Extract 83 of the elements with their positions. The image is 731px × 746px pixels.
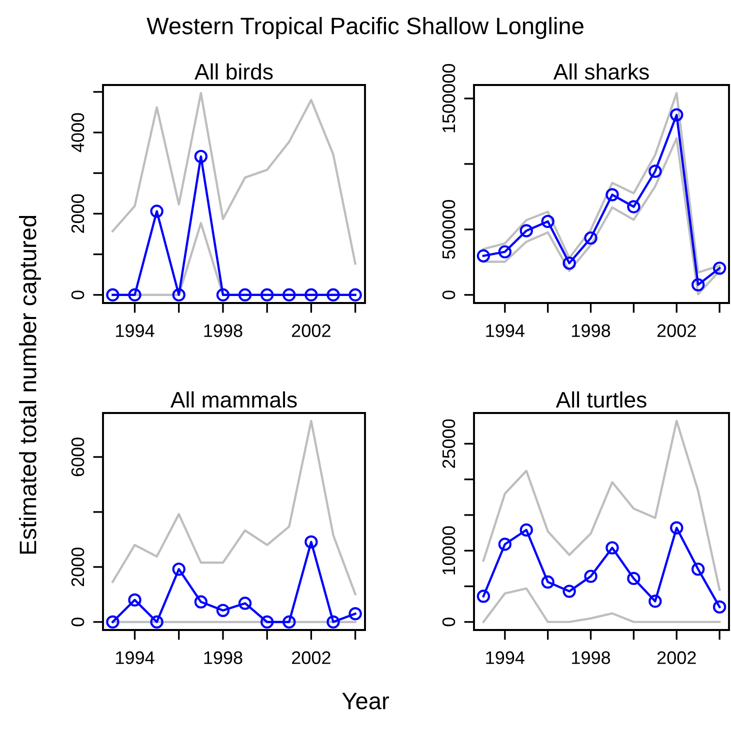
point — [282, 615, 296, 629]
text: Year — [342, 692, 389, 710]
y-tick-label: 25000 — [442, 419, 456, 468]
point — [627, 200, 640, 214]
point — [238, 288, 252, 302]
point — [106, 288, 120, 302]
point — [498, 245, 512, 258]
point — [606, 541, 619, 554]
point — [326, 288, 340, 302]
y-tick-label: 0 — [442, 618, 456, 626]
x-tick-label: 1998 — [204, 651, 242, 664]
line-series — [482, 420, 721, 591]
point — [282, 288, 296, 302]
point — [691, 278, 705, 292]
chart-title: All mammals — [170, 391, 297, 408]
line-series — [112, 92, 356, 265]
line-series — [482, 587, 721, 624]
x-tick-label: 1994 — [486, 324, 524, 338]
point — [520, 224, 533, 238]
x-tick-label: 2002 — [292, 324, 330, 338]
x-tick-label: 1998 — [204, 324, 242, 338]
point — [128, 593, 142, 607]
x-tick-label: 1998 — [572, 324, 610, 338]
point — [304, 288, 318, 302]
point — [216, 604, 230, 618]
point — [562, 584, 576, 598]
y-tick-label: 10000 — [442, 526, 456, 574]
x-tick-label: 2002 — [657, 324, 696, 338]
point — [348, 607, 362, 620]
y-tick-label: 1500000 — [442, 64, 456, 132]
point — [260, 288, 274, 302]
point — [648, 164, 662, 178]
x-tick-label: 1994 — [116, 324, 154, 338]
point — [712, 262, 726, 275]
text: Estimated total number captured — [18, 216, 42, 554]
point — [670, 521, 684, 534]
y-tick-label: 0 — [71, 290, 84, 300]
y-tick-label: 6000 — [71, 438, 84, 476]
x-tick-label: 2002 — [657, 651, 696, 664]
point — [128, 288, 142, 302]
y-tick-label: 500000 — [442, 200, 456, 259]
point — [476, 249, 490, 262]
point — [348, 288, 362, 302]
chart-title: All birds — [194, 63, 273, 80]
x-tick-label: 1998 — [572, 651, 610, 664]
line-series — [112, 420, 356, 596]
point — [150, 615, 164, 629]
point — [712, 600, 726, 614]
point — [326, 615, 340, 629]
point — [606, 188, 619, 202]
point — [172, 288, 186, 302]
chart-title: All turtles — [556, 391, 646, 408]
point — [670, 108, 684, 122]
chart-title: All sharks — [553, 63, 649, 80]
point — [498, 538, 512, 551]
point — [194, 150, 208, 164]
y-tick-label: 2000 — [71, 194, 84, 233]
y-tick-label: 4000 — [71, 113, 84, 152]
point — [584, 570, 598, 583]
point — [541, 575, 554, 589]
point — [238, 596, 252, 610]
x-tick-label: 1994 — [486, 651, 524, 664]
point — [541, 214, 554, 228]
x-tick-label: 1994 — [116, 651, 154, 664]
point — [216, 288, 230, 302]
point — [106, 615, 120, 629]
y-tick-label: 2000 — [71, 548, 84, 586]
point — [476, 590, 490, 603]
point — [584, 231, 598, 245]
point — [562, 256, 576, 270]
y-tick-label: 0 — [442, 290, 456, 300]
point — [172, 562, 186, 576]
y-tick-label: 0 — [71, 618, 84, 626]
point — [304, 535, 318, 549]
point — [520, 523, 533, 537]
point — [691, 562, 705, 576]
point — [194, 595, 208, 608]
point — [627, 572, 640, 586]
text: Western Tropical Pacific Shallow Longline — [146, 16, 584, 40]
point — [648, 594, 662, 608]
point — [260, 615, 274, 629]
x-tick-label: 2002 — [292, 651, 330, 664]
point — [150, 204, 164, 218]
